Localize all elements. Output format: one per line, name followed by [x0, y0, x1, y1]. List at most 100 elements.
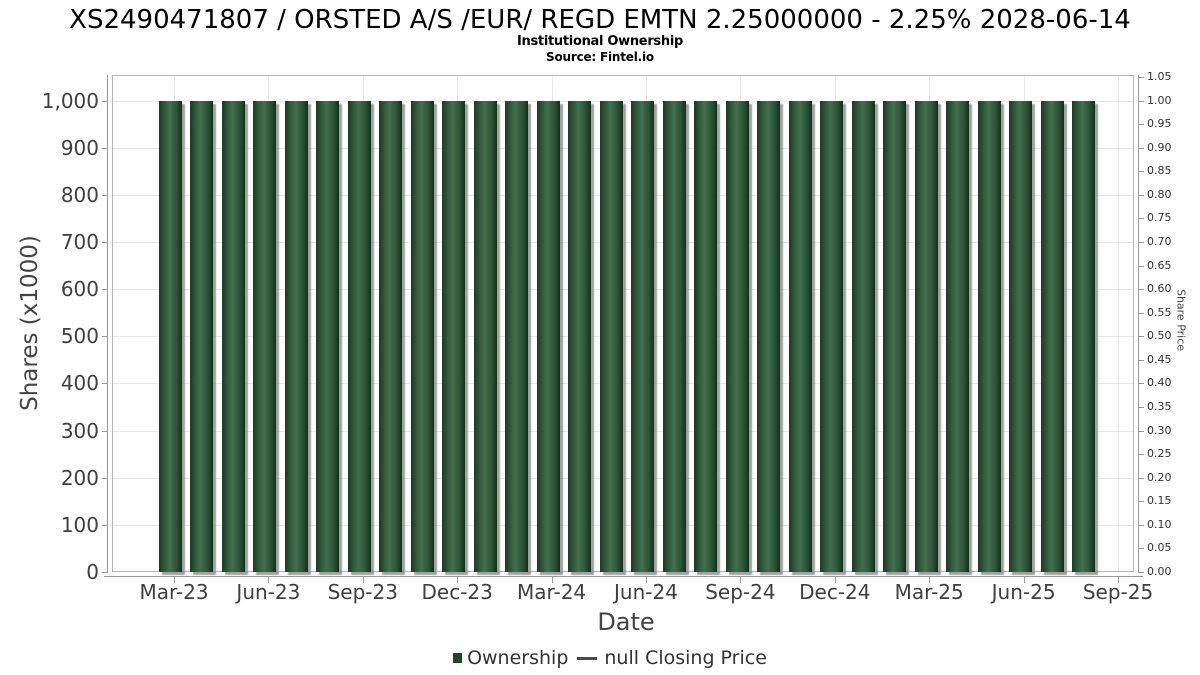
h-gridline	[113, 289, 1133, 291]
ownership-bar	[253, 100, 276, 572]
y-axis-tick-label-right: 0.05	[1147, 541, 1172, 555]
ownership-bar	[316, 100, 339, 572]
ownership-bar	[631, 100, 654, 572]
y-axis-tick-right	[1139, 194, 1144, 196]
y-axis-tick-left	[102, 383, 107, 385]
x-axis-tick-label: Sep-24	[705, 580, 776, 604]
legend-closing-price-label: null Closing Price	[604, 647, 767, 669]
h-gridline	[113, 147, 1133, 149]
x-axis-tick	[174, 577, 175, 583]
x-axis-tick	[1118, 577, 1119, 583]
ownership-bar	[725, 100, 749, 572]
y-axis-tick-label-left: 900	[60, 135, 99, 160]
y-axis-tick-right	[1139, 430, 1144, 432]
legend: Ownership null Closing Price	[0, 645, 1200, 671]
y-axis-tick-right	[1139, 289, 1144, 291]
y-axis-tick-right	[1139, 501, 1144, 503]
y-axis-tick-right	[1139, 147, 1144, 149]
ownership-bar	[694, 100, 717, 572]
y-axis-tick-label-right: 0.40	[1147, 376, 1172, 390]
h-gridline	[113, 336, 1133, 338]
y-axis-tick-label-left: 200	[60, 465, 99, 490]
y-axis-tick-right	[1139, 100, 1144, 102]
y-axis-tick-label-right: 0.25	[1147, 447, 1172, 461]
y-axis-tick-right	[1139, 336, 1144, 338]
x-axis-tick	[740, 577, 742, 583]
y-axis-line-left	[107, 75, 108, 573]
y-axis-tick-label-right: 0.35	[1147, 400, 1172, 413]
y-axis-tick-left	[102, 194, 107, 196]
x-axis-tick-label: Mar-25	[894, 580, 964, 604]
h-gridline	[113, 100, 1133, 102]
ownership-bar	[757, 100, 780, 572]
y-axis-tick-label-right: 0.15	[1147, 494, 1172, 508]
v-gridline	[1118, 76, 1119, 571]
chart-source-label: Source: Fintel.io	[546, 50, 654, 64]
x-axis-tick-label: Mar-24	[517, 580, 587, 604]
ownership-bar	[568, 100, 591, 572]
h-gridline	[113, 383, 1133, 385]
h-gridline	[113, 242, 1133, 243]
y-axis-tick-left	[102, 524, 107, 526]
x-axis-tick-label: Sep-25	[1082, 580, 1154, 604]
y-axis-tick-label-left: 400	[60, 371, 99, 396]
y-axis-tick-right	[1139, 383, 1144, 385]
ownership-bar	[473, 100, 497, 572]
y-axis-tick-label-right: 0.10	[1147, 517, 1172, 531]
ownership-bar	[977, 100, 1001, 572]
y-axis-tick-label-right: 0.00	[1147, 565, 1172, 578]
ownership-bar	[505, 100, 528, 572]
ownership-bar	[599, 100, 623, 572]
y-axis-tick-label-right: 0.65	[1147, 258, 1172, 272]
y-axis-tick-label-right: 1.05	[1147, 69, 1172, 83]
x-axis-tick-label: Jun-25	[991, 580, 1056, 604]
h-gridline	[113, 477, 1133, 479]
y-axis-tick-right	[1139, 572, 1144, 573]
y-axis-tick-label-right: 0.30	[1147, 423, 1172, 437]
ownership-bar	[851, 100, 875, 572]
x-axis-tick-label: Dec-23	[421, 580, 493, 604]
ownership-bar	[1009, 100, 1032, 572]
y-axis-tick-right	[1139, 312, 1144, 314]
h-gridline	[113, 194, 1133, 196]
y-axis-tick-label-right: 0.55	[1147, 305, 1172, 319]
y-axis-tick-right	[1139, 407, 1144, 408]
ownership-bar	[820, 100, 843, 572]
x-axis-tick-label: Jun-23	[236, 580, 301, 604]
x-axis-tick-label: Jun-24	[614, 580, 678, 604]
y-axis-tick-right	[1139, 524, 1144, 526]
ownership-bar	[946, 100, 969, 572]
y-axis-tick-label-right: 0.20	[1147, 470, 1172, 484]
ownership-bar	[410, 100, 434, 572]
y-axis-tick-label-left: 1,000	[41, 88, 99, 113]
y-axis-tick-right	[1139, 124, 1144, 126]
x-axis-label: Date	[597, 608, 655, 636]
chart-title: XS2490471807 / ORSTED A/S /EUR/ REGD EMT…	[69, 5, 1131, 35]
x-axis-tick	[1023, 577, 1025, 583]
legend-ownership-label: Ownership	[467, 647, 569, 669]
x-axis-tick	[457, 577, 459, 583]
h-gridline	[113, 524, 1133, 526]
y-axis-tick-left	[102, 289, 107, 291]
y-axis-tick-label-right: 0.70	[1147, 234, 1172, 248]
y-axis-tick-right	[1139, 76, 1144, 78]
y-axis-line-right	[1138, 75, 1139, 573]
y-axis-tick-left	[102, 477, 107, 479]
ownership-bar	[379, 100, 402, 572]
y-axis-tick-label-left: 300	[60, 418, 99, 443]
ownership-bar	[1040, 100, 1064, 572]
y-axis-tick-left	[102, 430, 107, 432]
x-axis-tick	[929, 577, 931, 583]
x-axis-tick-label: Mar-23	[139, 580, 209, 604]
ownership-bar	[347, 100, 371, 572]
y-axis-tick-label-right: 0.80	[1147, 187, 1172, 201]
x-axis-tick	[551, 577, 553, 583]
y-axis-tick-right	[1139, 454, 1144, 456]
y-axis-tick-right	[1139, 265, 1144, 267]
y-axis-tick-right	[1139, 241, 1144, 243]
x-axis-tick-label: Dec-24	[799, 580, 871, 604]
y-axis-tick-right	[1139, 548, 1144, 550]
y-axis-tick-label-left: 0	[86, 560, 99, 584]
line-marker-icon	[577, 656, 598, 660]
y-axis-tick-label-right: 0.50	[1147, 329, 1172, 343]
